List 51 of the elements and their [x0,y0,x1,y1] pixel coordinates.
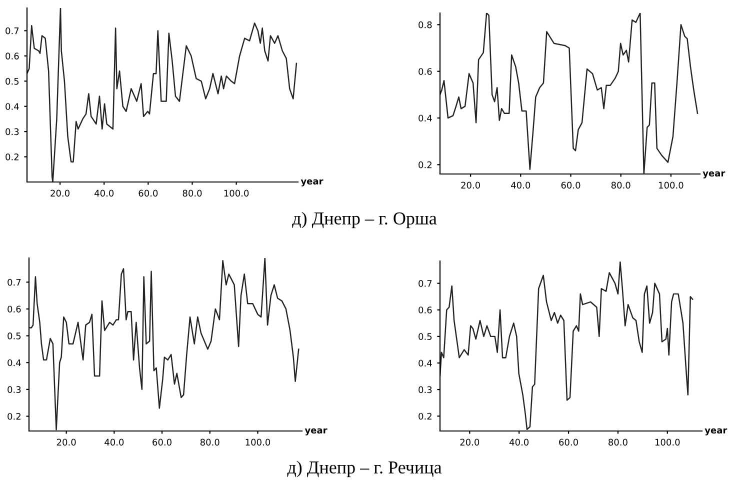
y-tick-label: 0.7 [6,27,19,34]
x-axis-title: year [704,428,728,436]
y-tick-label: 0.6 [8,306,21,313]
x-tick-label: 60.0 [152,438,172,446]
y-tick-label: 0.3 [8,386,21,393]
y-tick-label: 0.6 [418,68,432,75]
line-series [29,258,300,430]
y-tick-label: 0.5 [6,78,19,85]
x-tick-label: 100.0 [246,438,270,446]
x-tick-label: 60.0 [561,182,580,189]
y-tick-label: 0.3 [418,386,432,394]
text: д) Днепр – г. Орша [292,212,437,228]
y-tick-label: 0.7 [8,278,21,286]
y-tick-label: 0.4 [418,114,432,122]
y-tick-label: 0.2 [418,412,432,420]
x-tick-label: 80.0 [608,438,628,446]
line-series [440,13,698,174]
y-tick-label: 0.6 [6,52,19,60]
x-tick-label: 20.0 [461,182,480,189]
y-tick-label: 0.2 [418,161,432,168]
y-tick-label: 0.2 [6,154,18,160]
x-tick-label: 20.0 [56,438,76,446]
x-tick-label: 20.0 [460,438,480,446]
y-tick-label: 0.6 [418,306,432,314]
x-tick-label: 100.0 [224,190,249,197]
x-tick-label: 20.0 [50,190,70,197]
y-tick-label: 0.5 [8,332,21,340]
x-axis-title: year [300,179,324,186]
y-tick-label: 0.4 [8,359,21,366]
x-tick-label: 60.0 [138,190,158,197]
y-tick-label: 0.4 [6,103,19,110]
y-tick-label: 0.7 [418,280,432,287]
line-series [27,8,298,182]
x-axis-title: year [304,428,328,436]
x-tick-label: 100.0 [655,438,680,446]
x-tick-label: 80.0 [611,182,630,189]
y-tick-label: 0.5 [418,333,432,340]
x-tick-label: 40.0 [104,438,124,446]
y-tick-label: 0.3 [6,128,19,136]
x-tick-label: 80.0 [200,438,220,446]
text: д) Днепр – г. Речица [287,460,442,478]
y-tick-label: 0.4 [418,360,432,367]
x-tick-label: 60.0 [559,438,578,446]
x-tick-label: 100.0 [659,182,684,189]
x-axis-title: year [702,171,726,178]
y-tick-label: 0.2 [8,412,20,420]
x-tick-label: 80.0 [182,190,202,197]
x-tick-label: 40.0 [509,438,529,446]
y-tick-label: 0.8 [418,21,432,28]
x-tick-label: 40.0 [511,182,530,189]
x-tick-label: 40.0 [94,190,114,197]
